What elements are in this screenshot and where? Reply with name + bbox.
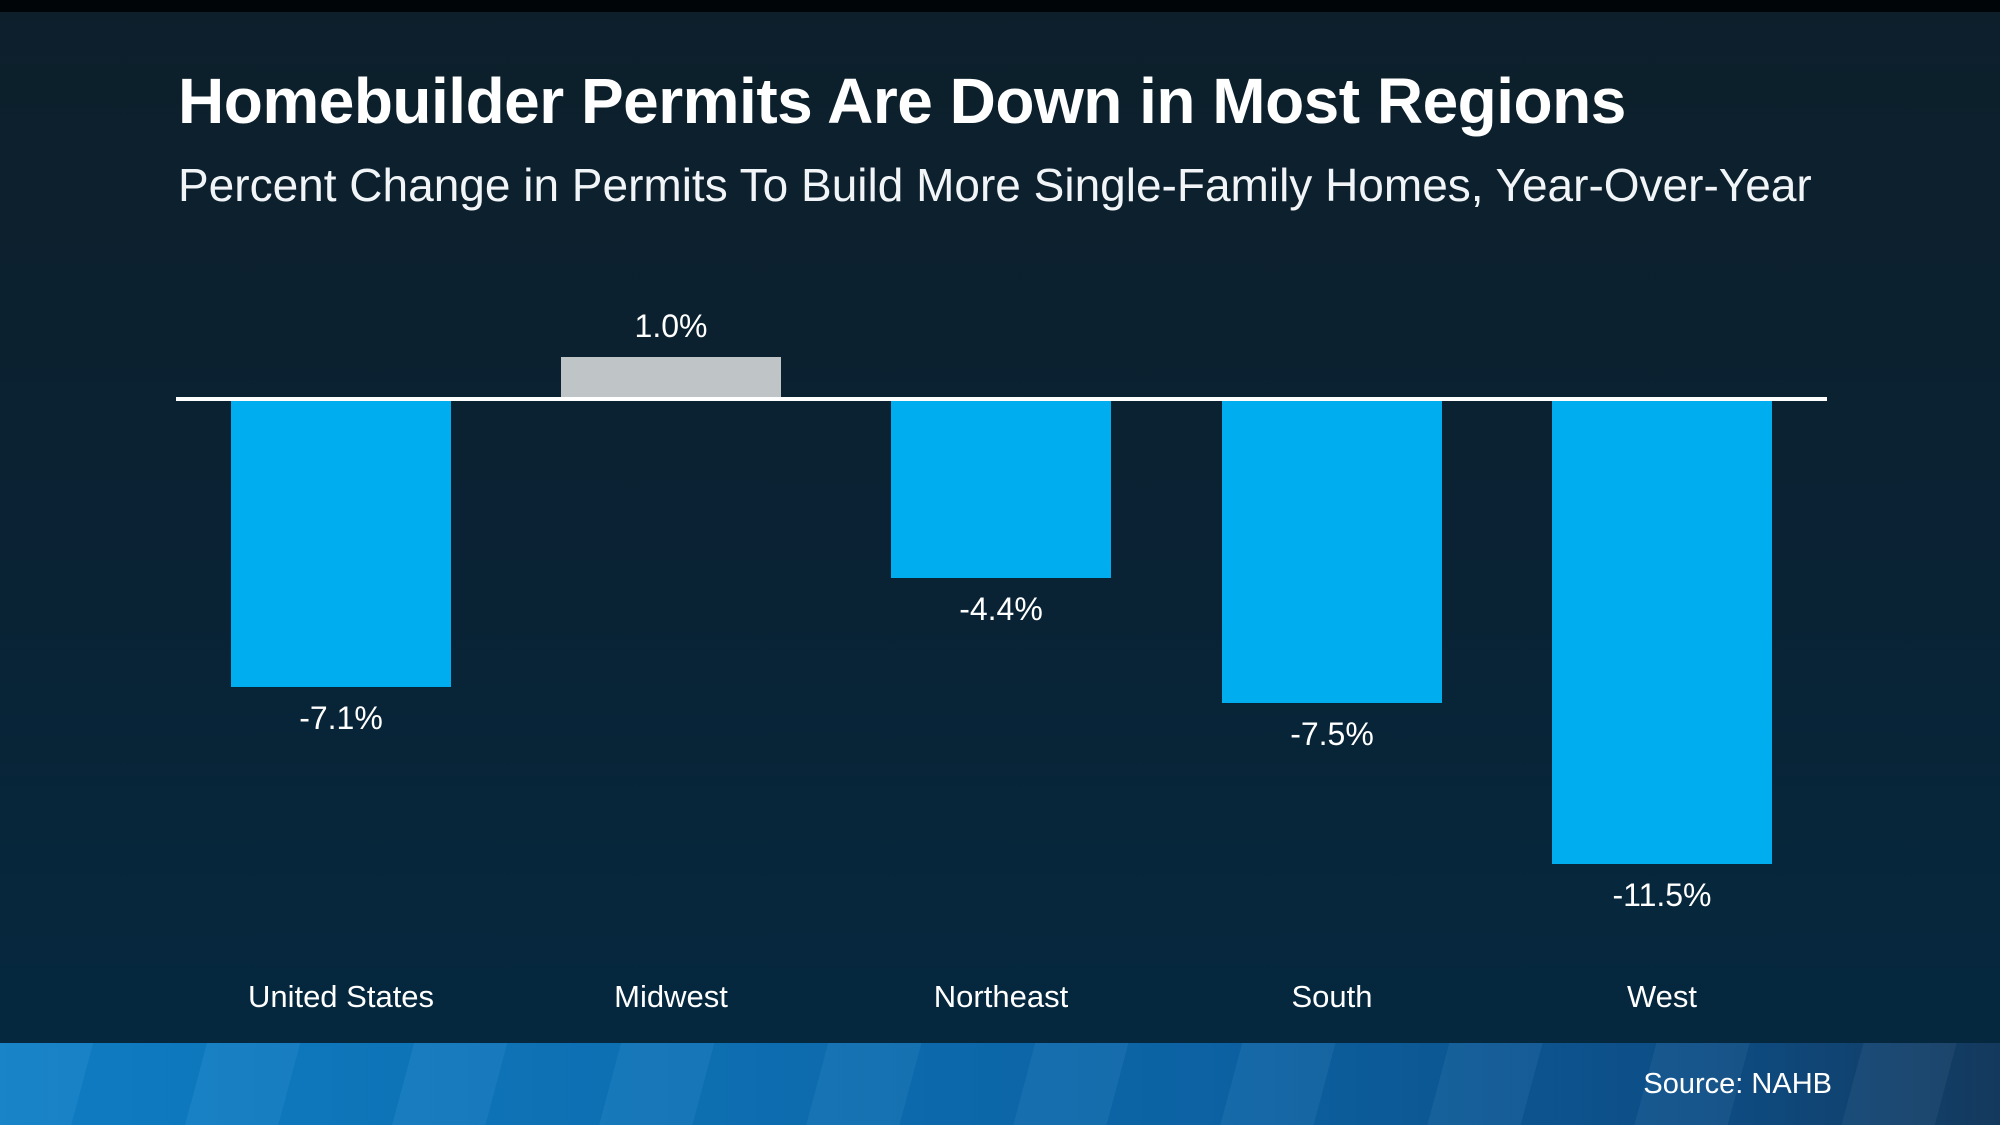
category-label: Northeast: [933, 979, 1069, 1014]
top-border-strip: [0, 0, 2000, 12]
category-label: West: [1626, 979, 1698, 1014]
source-attribution: Source: NAHB: [1643, 1067, 1832, 1100]
bar-west: [1552, 401, 1772, 864]
bar-united-states: [231, 401, 451, 687]
category-label: Midwest: [614, 979, 728, 1014]
page-subtitle: Percent Change in Permits To Build More …: [178, 159, 1812, 211]
value-label: -11.5%: [1612, 877, 1712, 913]
category-label: United States: [247, 979, 435, 1014]
page-title: Homebuilder Permits Are Down in Most Reg…: [178, 65, 1626, 137]
footer-bar: Source: NAHB: [0, 1043, 2000, 1125]
category-label: South: [1291, 979, 1373, 1014]
value-label: -7.1%: [299, 700, 383, 736]
value-label: 1.0%: [634, 308, 708, 344]
value-label: -7.5%: [1290, 716, 1374, 752]
bar-northeast: [891, 401, 1111, 578]
zero-baseline: [176, 397, 1827, 401]
bar-south: [1222, 401, 1442, 703]
value-label: -4.4%: [959, 591, 1043, 627]
bar-midwest: [561, 357, 781, 397]
